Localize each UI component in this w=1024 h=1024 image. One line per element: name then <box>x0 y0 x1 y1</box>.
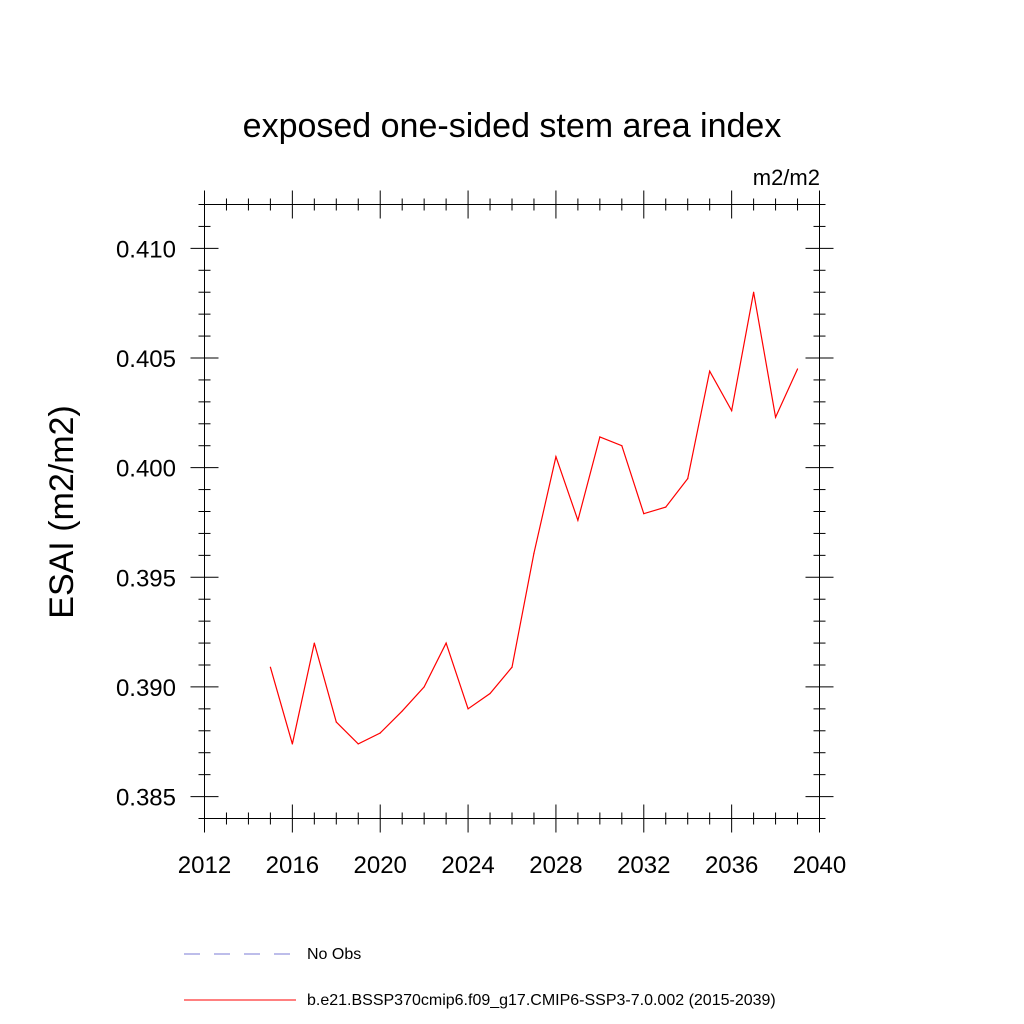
data-point <box>599 436 601 438</box>
legend: No Obs b.e21.BSSP370cmip6.f09_g17.CMIP6-S… <box>184 946 776 1009</box>
data-point <box>401 710 403 712</box>
x-tick-label: 2036 <box>705 852 758 879</box>
series-layer <box>269 291 799 745</box>
data-point <box>555 456 557 458</box>
chart-title: exposed one-sided stem area index <box>243 107 782 145</box>
data-point <box>731 410 733 412</box>
y-tick-label: 0.410 <box>116 236 176 263</box>
x-tick-label: 2016 <box>266 852 319 879</box>
units-label: m2/m2 <box>753 165 820 190</box>
y-tick-label: 0.400 <box>116 456 176 483</box>
data-point <box>774 416 777 418</box>
data-point <box>269 666 271 668</box>
data-point <box>577 519 579 521</box>
x-tick-label: 2024 <box>441 852 494 879</box>
data-point <box>533 552 535 554</box>
data-point <box>709 370 711 372</box>
x-tick-label: 2040 <box>793 852 846 879</box>
data-point <box>511 666 513 668</box>
y-tick-label: 0.405 <box>116 346 176 373</box>
legend-label: b.e21.BSSP370cmip6.f09_g17.CMIP6-SSP3-7.… <box>307 992 776 1009</box>
y-tick-label: 0.385 <box>116 785 176 812</box>
y-axis-ticks: 0.385 0.390 0.395 0.400 0.405 0.410 <box>116 204 834 819</box>
x-tick-label: 2012 <box>178 852 231 879</box>
x-tick-label: 2032 <box>617 852 670 879</box>
data-point <box>467 708 469 710</box>
data-point <box>665 506 667 508</box>
data-point <box>379 732 381 734</box>
series-line <box>269 292 799 745</box>
data-point <box>357 743 359 745</box>
data-point <box>423 686 425 688</box>
legend-label: No Obs <box>307 946 361 963</box>
y-axis-title: ESAI (m2/m2) <box>43 405 81 618</box>
data-point <box>445 642 447 644</box>
data-point <box>489 692 491 695</box>
data-point <box>687 478 689 480</box>
data-point <box>796 368 799 370</box>
data-point <box>753 291 755 293</box>
data-point <box>291 743 293 745</box>
y-tick-label: 0.395 <box>116 565 176 592</box>
data-point <box>643 513 645 515</box>
data-point <box>335 721 337 723</box>
y-tick-label: 0.390 <box>116 675 176 702</box>
data-point <box>621 445 623 447</box>
x-tick-label: 2028 <box>529 852 582 879</box>
data-point <box>313 642 315 644</box>
x-tick-label: 2020 <box>354 852 407 879</box>
x-axis-ticks: 2012 2016 2020 2024 2028 2032 2036 2040 <box>178 190 846 879</box>
